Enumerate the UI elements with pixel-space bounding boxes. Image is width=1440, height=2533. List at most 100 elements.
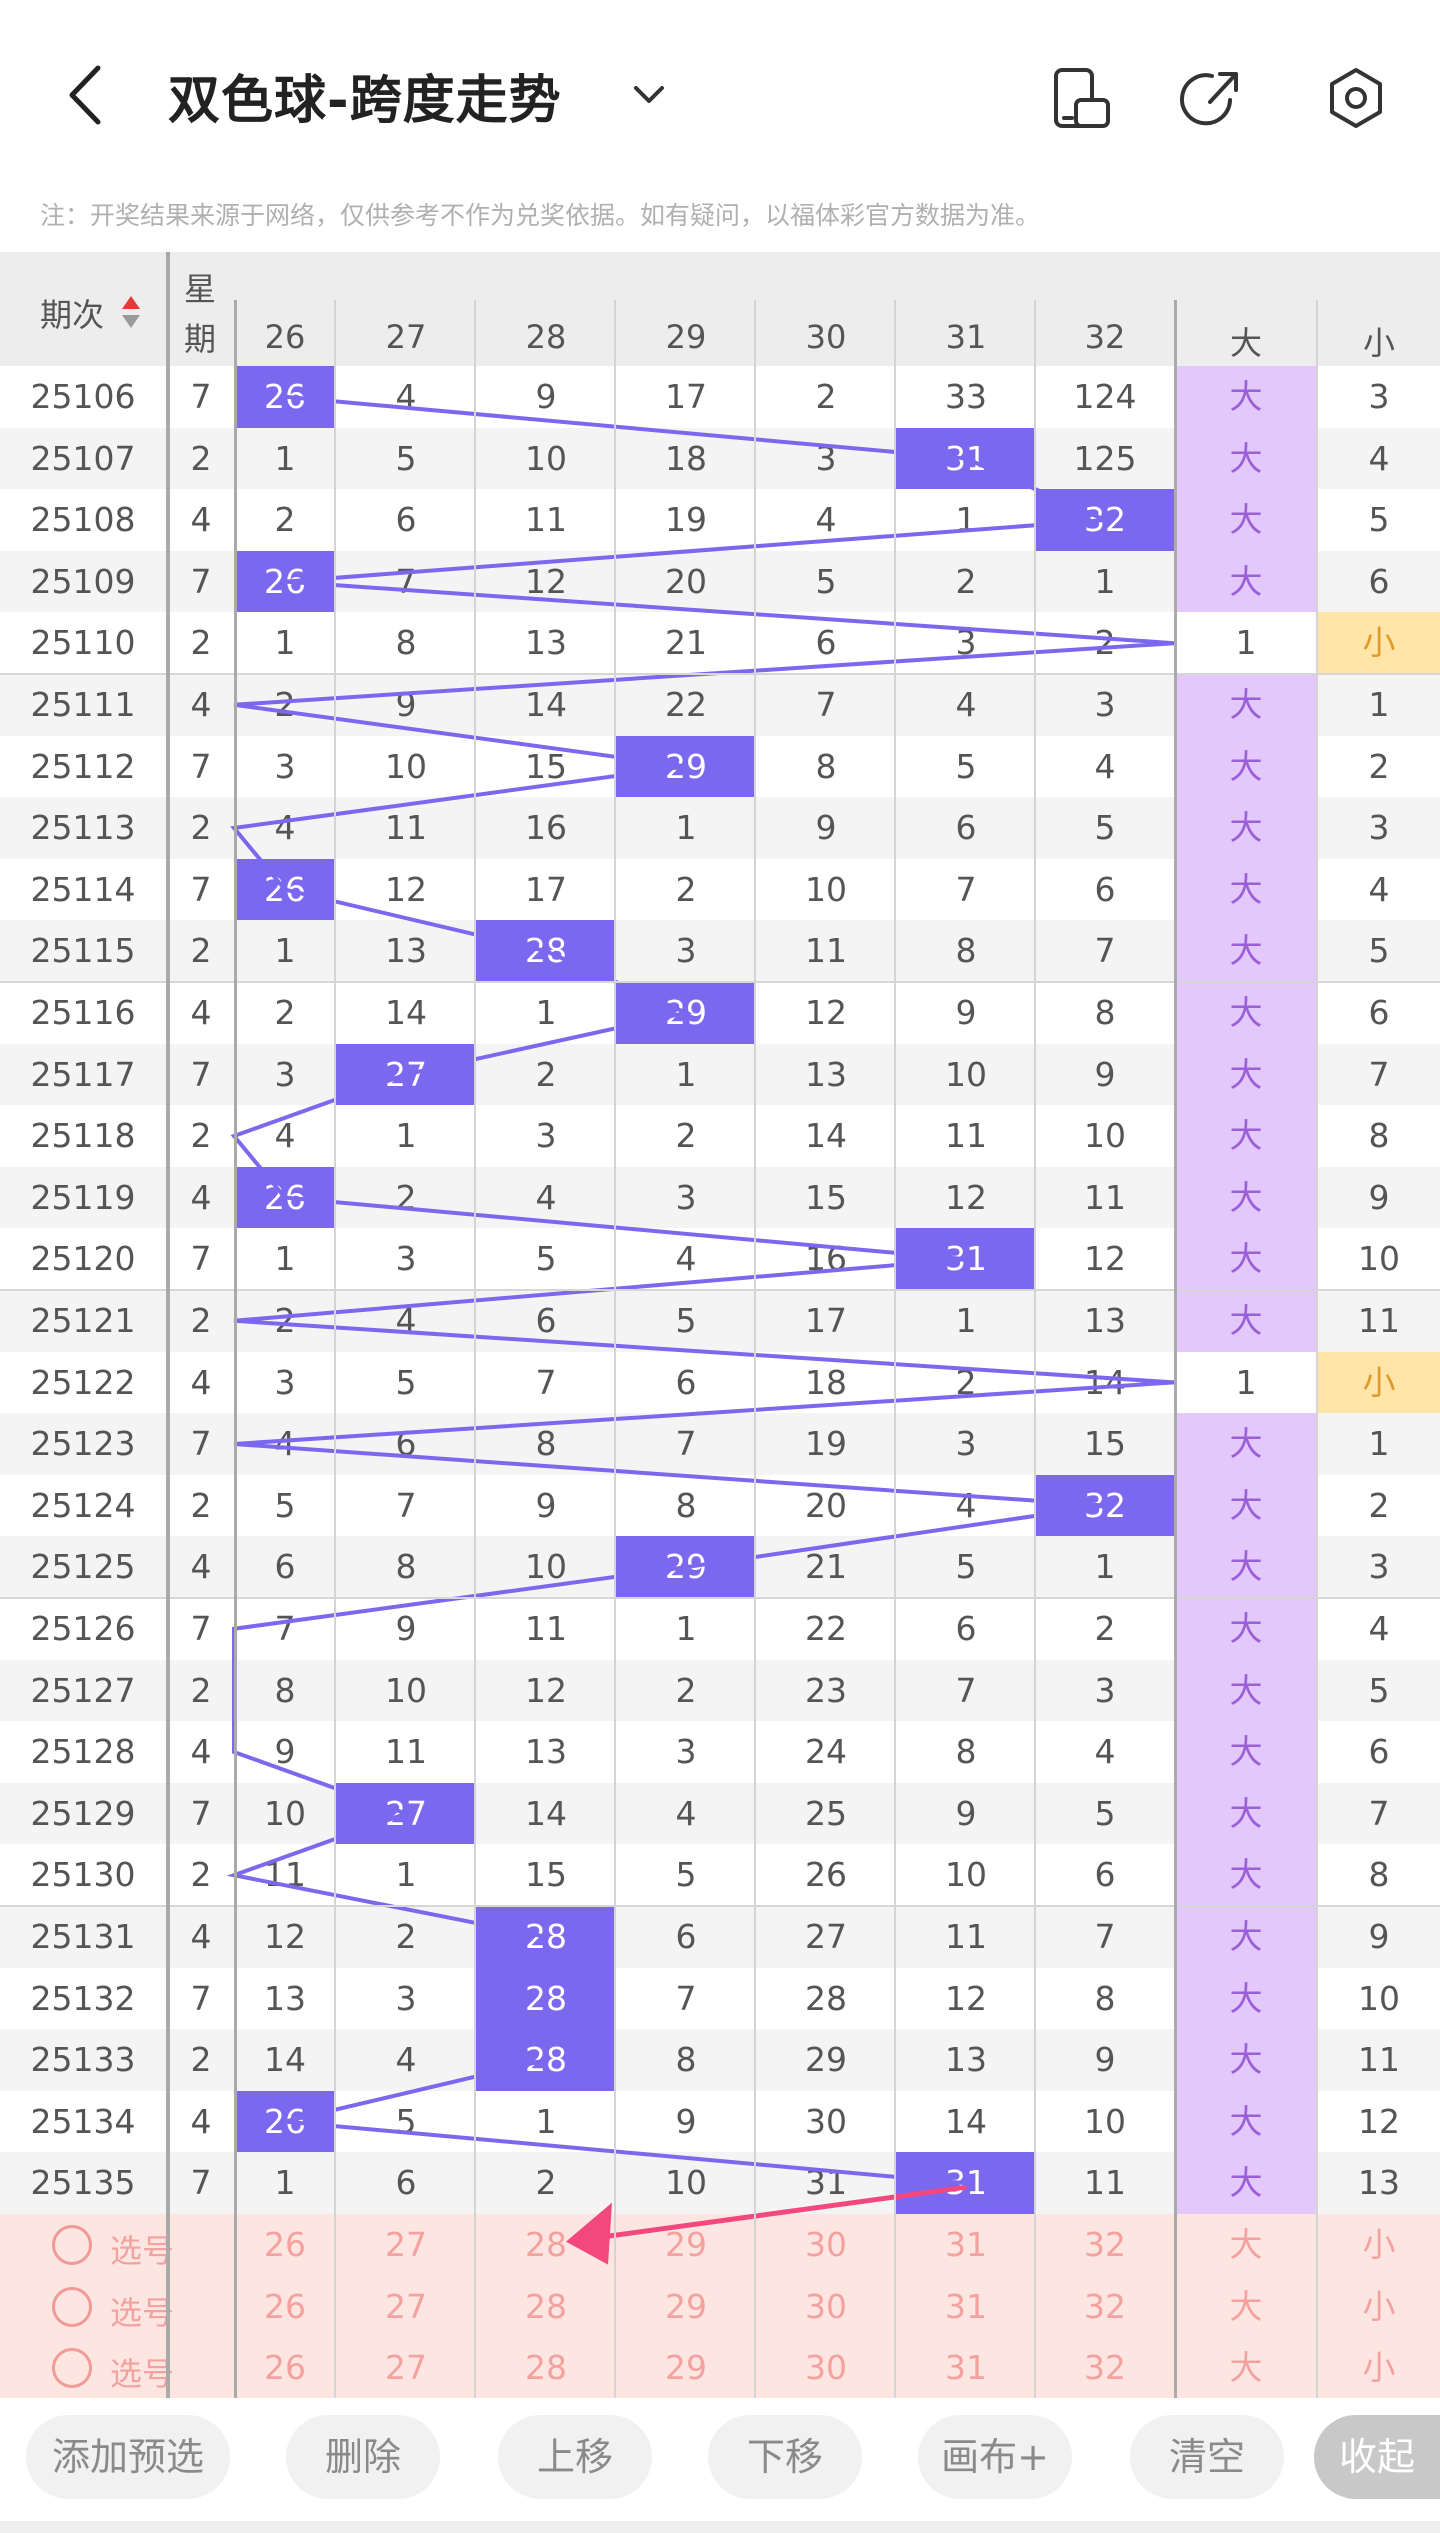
select-span-cell[interactable]: 27 — [385, 2225, 427, 2264]
canvas-add-button[interactable]: 画布+ — [918, 2415, 1072, 2499]
small-cell: 12 — [1358, 2101, 1400, 2141]
span-cell: 10 — [805, 869, 847, 909]
span-cell: 12 — [385, 869, 427, 909]
week-cell: 4 — [190, 1362, 212, 1402]
select-span-cell[interactable]: 26 — [264, 2286, 306, 2326]
big-cell: 大 — [1176, 1043, 1316, 1106]
period-cell: 25107 — [30, 438, 136, 478]
delete-button[interactable]: 删除 — [286, 2415, 440, 2499]
small-cell: 6 — [1368, 993, 1390, 1032]
collapse-button[interactable]: 收起 — [1314, 2415, 1440, 2499]
select-radio[interactable] — [52, 2225, 92, 2265]
span-hit-cell: 26 — [234, 366, 336, 428]
small-cell: 9 — [1368, 1917, 1390, 1956]
span-cell: 10 — [945, 1855, 987, 1895]
span-cell: 17 — [805, 1301, 847, 1340]
select-span-cell[interactable]: 32 — [1084, 2286, 1126, 2326]
big-cell: 大 — [1176, 1721, 1316, 1783]
span-cell: 4 — [395, 1301, 417, 1340]
week-cell: 7 — [190, 1609, 212, 1648]
select-big-cell[interactable]: 大 — [1229, 2348, 1263, 2388]
select-radio[interactable] — [52, 2286, 92, 2327]
period-cell: 25133 — [30, 2040, 136, 2080]
span-cell: 9 — [535, 377, 557, 416]
table-row: 25112 7 3 10 15 29 8 5 4 大 2 — [0, 735, 1440, 798]
period-cell: 25120 — [30, 1239, 136, 1279]
column-divider — [754, 300, 756, 2409]
span-hit-cell: 29 — [616, 735, 756, 798]
select-span-cell[interactable]: 29 — [665, 2225, 707, 2264]
span-cell: 11 — [525, 1609, 567, 1648]
span-cell: 4 — [1094, 1732, 1116, 1772]
period-cell: 25129 — [30, 1793, 136, 1833]
span-cell: 6 — [675, 1362, 697, 1402]
big-cell: 大 — [1176, 2090, 1316, 2153]
week-cell: 7 — [190, 2163, 212, 2203]
span-cell: 3 — [274, 1362, 296, 1402]
settings-icon[interactable] — [1320, 62, 1392, 134]
span-cell: 13 — [385, 931, 427, 971]
select-span-cell[interactable]: 26 — [264, 2225, 306, 2264]
select-span-cell[interactable]: 28 — [525, 2286, 567, 2326]
span-cell: 13 — [805, 1054, 847, 1094]
screen-rotate-icon[interactable] — [1046, 62, 1118, 134]
select-span-cell[interactable]: 30 — [805, 2286, 847, 2326]
select-span-cell[interactable]: 28 — [525, 2225, 567, 2264]
select-small-cell[interactable]: 小 — [1362, 2348, 1396, 2388]
span-cell: 4 — [535, 1177, 557, 1217]
select-span-cell[interactable]: 27 — [385, 2286, 427, 2326]
period-cell: 25134 — [30, 2101, 136, 2141]
move-down-button[interactable]: 下移 — [708, 2415, 862, 2499]
span-cell: 8 — [675, 1485, 697, 1525]
select-span-cell[interactable]: 31 — [945, 2286, 987, 2326]
back-arrow-icon[interactable] — [56, 60, 116, 130]
select-span-cell[interactable]: 32 — [1084, 2225, 1126, 2264]
span-cell: 4 — [1094, 746, 1116, 786]
span-cell: 22 — [665, 685, 707, 724]
select-span-cell[interactable]: 29 — [665, 2286, 707, 2326]
clear-button[interactable]: 清空 — [1130, 2415, 1284, 2499]
select-span-cell[interactable]: 26 — [264, 2348, 306, 2388]
share-icon[interactable] — [1178, 62, 1250, 134]
select-radio[interactable] — [52, 2348, 92, 2389]
chevron-down-icon[interactable] — [624, 70, 674, 120]
column-divider — [166, 252, 170, 2409]
sort-icon[interactable] — [120, 292, 142, 332]
move-up-button[interactable]: 上移 — [498, 2415, 652, 2499]
span-cell: 3 — [274, 1054, 296, 1094]
small-cell: 1 — [1368, 1424, 1390, 1464]
select-small-cell[interactable]: 小 — [1362, 2286, 1396, 2326]
span-cell: 3 — [395, 1978, 417, 2018]
span-cell: 13 — [264, 1978, 306, 2018]
select-span-cell[interactable]: 28 — [525, 2348, 567, 2388]
select-span-cell[interactable]: 27 — [385, 2348, 427, 2388]
table-row: 25130 2 11 1 15 5 26 10 6 大 8 — [0, 1844, 1440, 1906]
span-cell: 4 — [815, 500, 837, 540]
period-cell: 25135 — [30, 2163, 136, 2203]
period-header[interactable]: 期次 — [40, 290, 104, 336]
small-cell: 8 — [1368, 1855, 1390, 1895]
span-cell: 6 — [815, 623, 837, 663]
select-span-cell[interactable]: 29 — [665, 2348, 707, 2388]
span-cell: 9 — [274, 1732, 296, 1772]
select-span-cell[interactable]: 31 — [945, 2348, 987, 2388]
select-big-cell[interactable]: 大 — [1229, 2225, 1263, 2264]
span-cell: 11 — [1084, 2163, 1126, 2203]
span-cell: 3 — [395, 1239, 417, 1279]
week-cell: 4 — [190, 685, 212, 724]
small-col-header: 小 — [1362, 324, 1395, 362]
select-span-cell[interactable]: 30 — [805, 2348, 847, 2388]
week-cell: 4 — [190, 993, 212, 1032]
span-cell: 10 — [665, 2163, 707, 2203]
table-row: 25120 7 1 3 5 4 16 31 12 大 10 — [0, 1228, 1440, 1290]
span-cell: 2 — [815, 377, 837, 416]
select-small-cell[interactable]: 小 — [1362, 2225, 1396, 2264]
select-big-cell[interactable]: 大 — [1229, 2286, 1263, 2326]
select-span-cell[interactable]: 32 — [1084, 2348, 1126, 2388]
table-row: 25135 7 1 6 2 10 31 31 11 大 13 — [0, 2152, 1440, 2214]
select-span-cell[interactable]: 30 — [805, 2225, 847, 2264]
add-preselect-button[interactable]: 添加预选 — [26, 2415, 230, 2499]
span-hit-cell: 28 — [476, 1967, 616, 2030]
select-span-cell[interactable]: 31 — [945, 2225, 987, 2264]
span-cell: 3 — [535, 1116, 557, 1156]
